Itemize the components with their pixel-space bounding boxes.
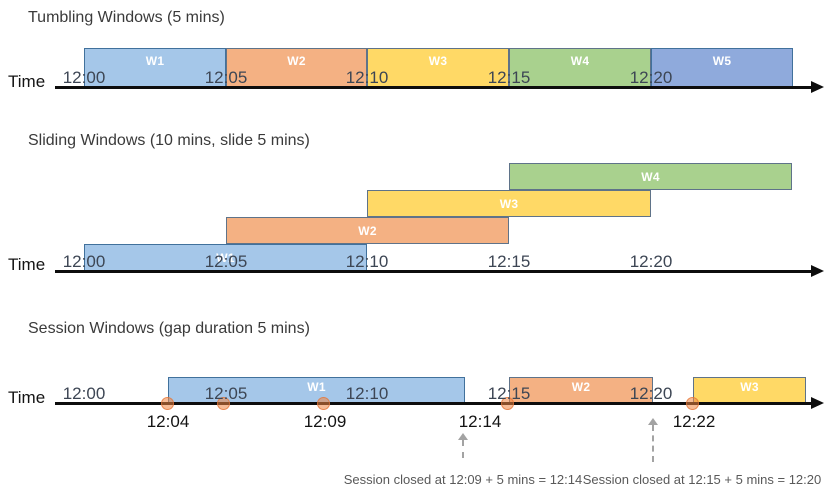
sliding-timeline-axis xyxy=(55,270,811,273)
session-title: Session Windows (gap duration 5 mins) xyxy=(28,320,310,337)
event-dot xyxy=(317,397,330,410)
tick-12-05: 12:05 xyxy=(204,252,248,271)
window-label: W1 xyxy=(307,380,326,394)
window-label: W3 xyxy=(499,196,519,211)
arrowhead-icon xyxy=(811,81,824,93)
arrowhead-icon xyxy=(811,265,824,277)
tick-12-20: 12:20 xyxy=(629,252,673,271)
annotation-arrow-icon xyxy=(458,433,468,458)
window-label: W1 xyxy=(145,53,165,68)
sliding-window-w3: W3 xyxy=(367,190,651,217)
session-closed-annotation-1: Session closed at 12:09 + 5 mins = 12:14 xyxy=(343,472,583,487)
sliding-title: Sliding Windows (10 mins, slide 5 mins) xyxy=(28,132,310,149)
tumbling-timeline-axis xyxy=(55,86,811,89)
tick-12-00: 12:00 xyxy=(62,252,106,271)
tumbling-window-w3: W3 xyxy=(367,48,509,87)
tick-12-20: 12:20 xyxy=(629,68,673,87)
event-dot xyxy=(686,397,699,410)
tick-12-05: 12:05 xyxy=(204,384,248,403)
sliding-window-w1: W1 xyxy=(84,244,367,271)
event-time-12-09: 12:09 xyxy=(303,412,347,431)
session-window-w3: W3 xyxy=(693,377,806,403)
tick-12-10: 12:10 xyxy=(345,68,389,87)
window-label: W5 xyxy=(712,53,732,68)
session-window-w2: W2 xyxy=(509,377,653,403)
session-closed-annotation-2: Session closed at 12:15 + 5 mins = 12:20 xyxy=(582,472,822,487)
window-label: W4 xyxy=(641,169,660,184)
tick-12-20: 12:20 xyxy=(629,384,673,403)
arrowhead-icon xyxy=(811,397,824,409)
tick-12-15: 12:15 xyxy=(487,68,531,87)
annotation-arrow-icon xyxy=(648,418,658,462)
event-dot xyxy=(501,397,514,410)
window-label: W4 xyxy=(570,53,590,68)
window-label: W3 xyxy=(428,53,448,68)
event-time-12-22: 12:22 xyxy=(672,412,716,431)
tick-12-10: 12:10 xyxy=(345,384,389,403)
event-dot xyxy=(161,397,174,410)
tumbling-window-w2: W2 xyxy=(226,48,367,87)
sliding-window-w2: W2 xyxy=(226,217,509,244)
event-time-12-14: 12:14 xyxy=(458,412,502,431)
tumbling-time-label: Time xyxy=(8,72,46,91)
event-dot xyxy=(217,397,230,410)
tick-12-15: 12:15 xyxy=(487,252,531,271)
window-label: W2 xyxy=(358,223,377,238)
tumbling-window-w1: W1 xyxy=(84,48,226,87)
window-label: W2 xyxy=(287,53,306,68)
sliding-time-label: Time xyxy=(8,255,46,274)
tick-12-00: 12:00 xyxy=(62,68,106,87)
tumbling-window-w4: W4 xyxy=(509,48,651,87)
session-timeline-axis xyxy=(55,402,811,405)
tumbling-window-w5: W5 xyxy=(651,48,793,87)
event-time-12-04: 12:04 xyxy=(146,412,190,431)
sliding-window-w4: W4 xyxy=(509,163,792,190)
session-time-label: Time xyxy=(8,388,46,407)
tumbling-title: Tumbling Windows (5 mins) xyxy=(28,9,225,26)
tick-12-00: 12:00 xyxy=(62,384,106,403)
window-label: W2 xyxy=(571,380,591,394)
window-label: W1 xyxy=(216,250,235,265)
tick-12-10: 12:10 xyxy=(345,252,389,271)
window-label: W3 xyxy=(740,380,759,394)
tick-12-15: 12:15 xyxy=(487,384,531,403)
tick-12-05: 12:05 xyxy=(204,68,248,87)
